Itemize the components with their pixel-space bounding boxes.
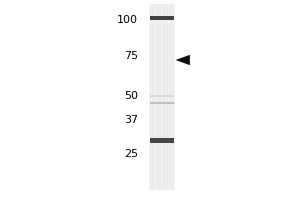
Text: 37: 37 (124, 115, 138, 125)
Text: 25: 25 (124, 149, 138, 159)
Bar (150, 16, 174, 20)
Bar (150, 102, 174, 104)
Text: 50: 50 (124, 91, 138, 101)
Text: 100: 100 (117, 15, 138, 25)
Bar (150, 95, 174, 97)
Bar (150, 4, 174, 190)
Bar (150, 138, 174, 142)
Polygon shape (176, 55, 190, 65)
Text: 75: 75 (124, 51, 138, 61)
